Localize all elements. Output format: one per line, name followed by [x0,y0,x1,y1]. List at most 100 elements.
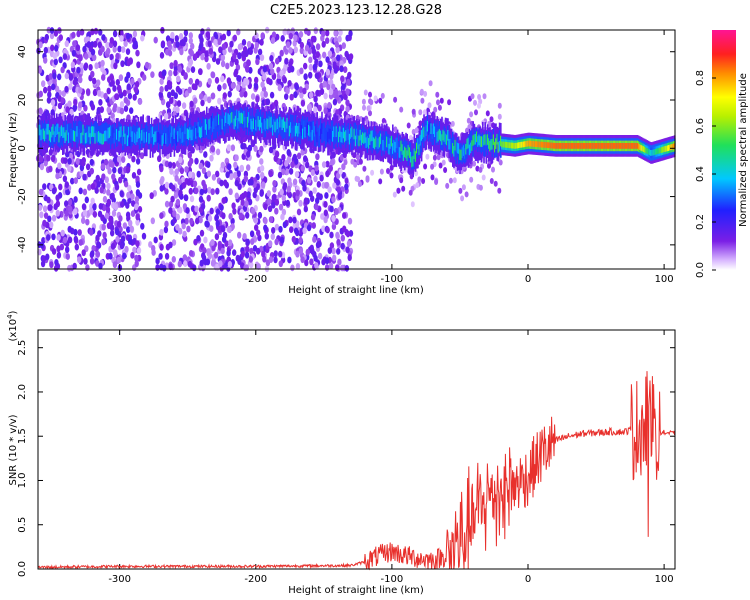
spectrogram-noise-cell [198,68,203,76]
spectrogram-ridge-cell [196,125,198,137]
spectrogram-ridge-cell [575,143,578,149]
spectrogram-ridge-cell [244,116,246,128]
spectrogram-ridge-cell [44,130,46,142]
spectrogram-ridge-cell [251,121,254,132]
spectrogram-noise-cell [282,28,287,36]
spectrogram-noise-cell [175,41,180,48]
spectrogram-noise-cell [271,227,276,234]
spectrogram-noise-cell [243,77,248,85]
spectrogram-noise-cell [78,239,83,246]
spectrogram-ridge-cell [358,125,360,145]
spectrogram-ridge-cell [593,143,596,149]
spectrogram-noise-cell [169,168,174,175]
spectrogram-noise-cell [42,219,47,227]
spectrogram-ridge-cell [351,126,353,138]
spectrogram-noise-cell [308,71,313,79]
spectrogram-ridge-cell [45,128,47,140]
spectrogram-noise-cell [234,192,239,200]
spectrogram-ridge-cell [561,143,563,149]
spectrogram-ridge-cell [252,118,255,129]
spectrogram-noise-cell [327,102,332,109]
spectrogram-noise-cell [189,217,194,225]
spectrogram-ridge-cell [237,118,239,129]
spectrogram-ridge-cell [354,135,357,147]
spectrogram-noise-cell [226,77,232,85]
spectrogram-noise-cell [54,259,59,266]
spectrogram-noise-cell [234,179,239,187]
spectrogram-noise-cell [406,122,411,129]
spectrogram-noise-cell [92,203,97,211]
spectrogram-noise-cell [39,163,45,171]
spectrogram-noise-cell [294,158,299,165]
spectrogram-ridge-cell [383,141,386,152]
spectrogram-noise-cell [344,177,349,184]
spectrogram-ridge-cell [203,119,206,130]
spectrogram-noise-cell [105,206,111,214]
spectrogram-noise-cell [477,94,482,100]
spectrogram-noise-cell [460,195,465,202]
spectrogram-ridge-cell [447,130,449,141]
spectrogram-ridge-cell [546,142,549,148]
spectrogram-noise-cell [67,100,72,108]
spectrogram-noise-cell [128,238,133,245]
spectrogram-noise-cell [344,50,349,58]
spectrogram-noise-cell [313,254,318,262]
spectrogram-ridge-cell [492,134,495,145]
spectrogram-ridge-cell [86,132,88,144]
spectrogram-noise-cell [325,257,330,265]
spectrogram-ridge-cell [417,139,419,159]
spectrogram-ridge-cell [458,145,460,165]
spectrogram-ridge-cell [669,144,671,151]
spectrogram-ridge-cell [338,131,340,143]
spectrogram-noise-cell [314,203,319,211]
spectrogram-noise-cell [292,178,298,186]
spectrogram-ridge-cell [233,118,236,130]
spectrogram-noise-cell [347,217,353,225]
spectrogram-noise-cell [121,46,126,53]
snr-ytick-label: 1.5 [17,428,28,444]
spectrogram-noise-cell [126,226,131,234]
spectrogram-noise-cell [282,76,287,84]
spectrogram-noise-cell [173,92,178,100]
spectrogram-ridge-cell [449,139,452,150]
spectrogram-noise-cell [183,72,188,79]
spectrogram-noise-cell [281,154,286,161]
spectrogram-noise-cell [415,182,420,189]
spectrogram-noise-cell [262,65,268,73]
spectrogram-noise-cell [260,171,265,179]
spectrogram-ridge-cell [364,132,366,143]
spectrogram-ridge-cell [327,121,329,141]
spectrogram-ridge-cell [455,141,458,153]
spectrogram-noise-cell [250,93,256,100]
spectrogram-noise-cell [423,90,428,97]
spectrogram-ridge-cell [419,134,422,146]
spectrogram-noise-cell [350,158,355,165]
spectrogram-noise-cell [260,32,265,39]
spectrogram-noise-cell [170,195,175,203]
spectrogram-noise-cell [183,260,188,267]
spectrogram-noise-cell [118,226,123,233]
spectrogram-ridge-cell [92,126,94,137]
spectrogram-noise-cell [50,44,55,52]
spectrogram-noise-cell [178,206,183,214]
spectrogram-ridge-cell [287,123,290,134]
spectrogram-noise-cell [261,181,266,189]
spectrogram-ridge-cell [418,144,420,155]
spectrogram-noise-cell [74,243,80,251]
spectrogram-noise-cell [246,191,251,199]
spectrogram-ridge-cell [540,141,543,148]
spectrogram-noise-cell [183,29,189,37]
spectrogram-noise-cell [342,225,347,233]
spectrogram-ridge-cell [486,134,489,145]
spectrogram-noise-cell [438,162,443,169]
spectrogram-ridge-cell [534,141,537,147]
spectrogram-ridge-cell [308,124,310,136]
spectrogram-noise-cell [470,93,475,100]
spectrogram-noise-cell [159,52,165,59]
spectrogram-ridge-cell [59,126,62,138]
snr-xtick-label: 100 [655,574,674,585]
spectrogram-ytick-label: 20 [17,94,28,107]
spectrogram-ridge-cell [348,133,351,145]
spectrogram-ridge-cell [458,143,460,154]
spectrogram-noise-cell [255,247,261,255]
